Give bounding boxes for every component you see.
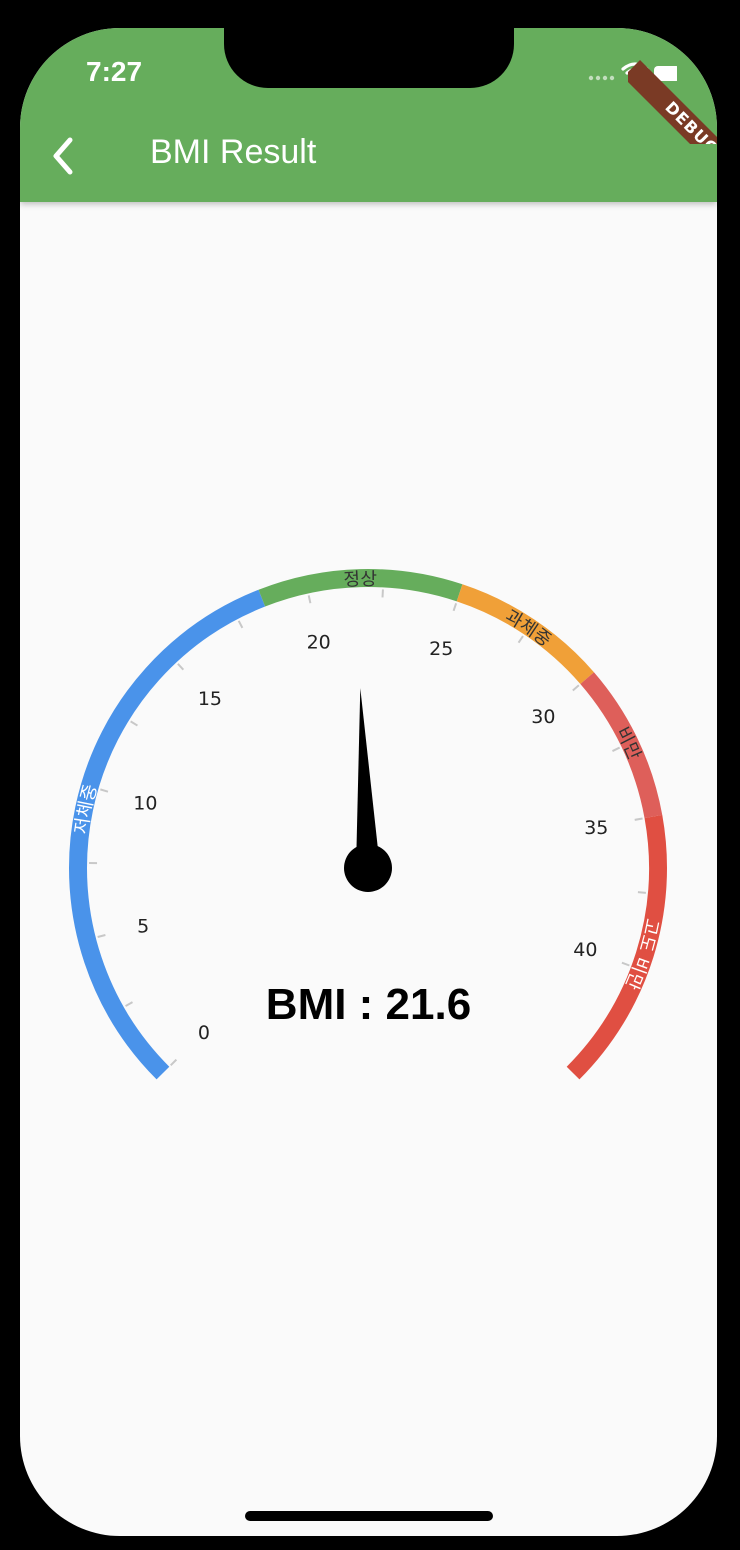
gauge-tick-labels: 0 5 10 15 20 25 30 35 40	[133, 631, 608, 1044]
gauge-tick	[100, 788, 109, 793]
gauge-ranges	[69, 569, 667, 1080]
page-title: BMI Result	[150, 133, 317, 171]
chevron-left-icon	[53, 137, 73, 175]
gauge-tick	[634, 817, 643, 821]
gauge-tick-label: 35	[584, 817, 608, 839]
gauge-tick	[170, 1058, 178, 1066]
gauge-tick	[612, 746, 621, 752]
gauge-tick	[637, 891, 646, 894]
gauge-tick-label: 0	[198, 1022, 210, 1044]
phone-screen: 7:27 BMI Result DEBUG	[20, 28, 717, 1536]
gauge-range-label: 정상	[343, 569, 377, 591]
gauge-tick	[307, 595, 312, 604]
gauge-range-arc	[580, 672, 663, 819]
home-indicator	[245, 1511, 493, 1521]
gauge-range-arc	[456, 584, 594, 685]
gauge-tick	[621, 961, 630, 967]
gauge-tick	[130, 720, 138, 727]
status-time: 7:27	[86, 56, 143, 87]
battery-icon	[654, 66, 680, 81]
gauge-needle-knob	[344, 844, 392, 892]
gauge-tick	[572, 684, 580, 692]
gauge-needle-pointer	[356, 688, 380, 869]
gauge-needle	[344, 688, 392, 892]
gauge-range-arc	[566, 814, 667, 1080]
gauge-tick	[177, 663, 185, 671]
gauge-range-label: 과체중	[502, 606, 555, 651]
gauge-tick	[237, 620, 244, 629]
gauge-tick	[125, 1001, 133, 1007]
gauge-tick-label: 15	[198, 688, 222, 710]
notch	[224, 28, 514, 88]
gauge-range-label: 저체중	[71, 782, 102, 835]
gauge-range-arc	[258, 569, 463, 607]
gauge-tick-label: 25	[429, 638, 453, 660]
gauge-tick-label: 5	[137, 915, 149, 937]
bmi-result-text: BMI : 21.6	[265, 980, 472, 1029]
signal-icon	[588, 75, 615, 81]
back-button[interactable]	[44, 134, 84, 178]
gauge-tick	[517, 635, 524, 644]
gauge-ticks	[89, 589, 646, 1066]
gauge-tick-label: 10	[133, 793, 157, 815]
gauge-range-arc	[69, 589, 266, 1080]
gauge-tick-label: 30	[531, 706, 555, 728]
gauge-tick	[452, 602, 458, 612]
gauge-tick-label: 40	[573, 939, 597, 961]
gauge-tick-label: 20	[307, 631, 331, 653]
gauge-tick	[97, 934, 106, 938]
